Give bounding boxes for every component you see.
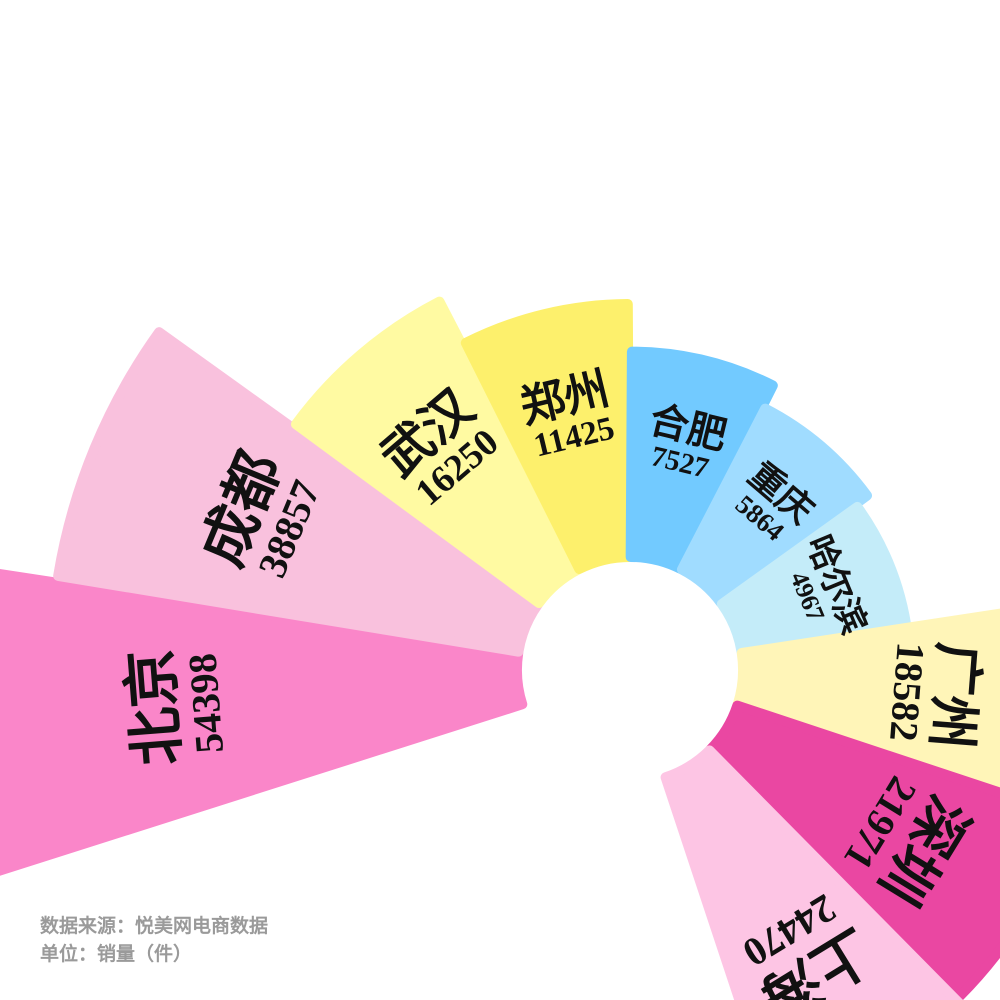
- chart-sectors: [0, 296, 1000, 1000]
- data-source-note: 数据来源：悦美网电商数据: [40, 915, 269, 937]
- sector-6: [716, 501, 912, 657]
- unit-note: 单位：销量（件）: [40, 943, 193, 965]
- city-label-0: 北京: [116, 647, 193, 768]
- sector-3: [460, 299, 635, 574]
- sector-4: [625, 346, 778, 574]
- sector-0: [0, 569, 528, 876]
- sector-1: [53, 327, 544, 657]
- city-label-7: 广州: [919, 640, 990, 751]
- chart-footer: 数据来源：悦美网电商数据 单位：销量（件）: [40, 912, 268, 968]
- sector-2: [290, 296, 584, 609]
- sector-9: [660, 745, 964, 1000]
- sector-7: [732, 608, 1000, 794]
- sector-5: [676, 403, 873, 609]
- value-label-0: 54398: [179, 652, 232, 755]
- value-label-7: 18582: [881, 641, 933, 743]
- sector-8: [705, 700, 1000, 1000]
